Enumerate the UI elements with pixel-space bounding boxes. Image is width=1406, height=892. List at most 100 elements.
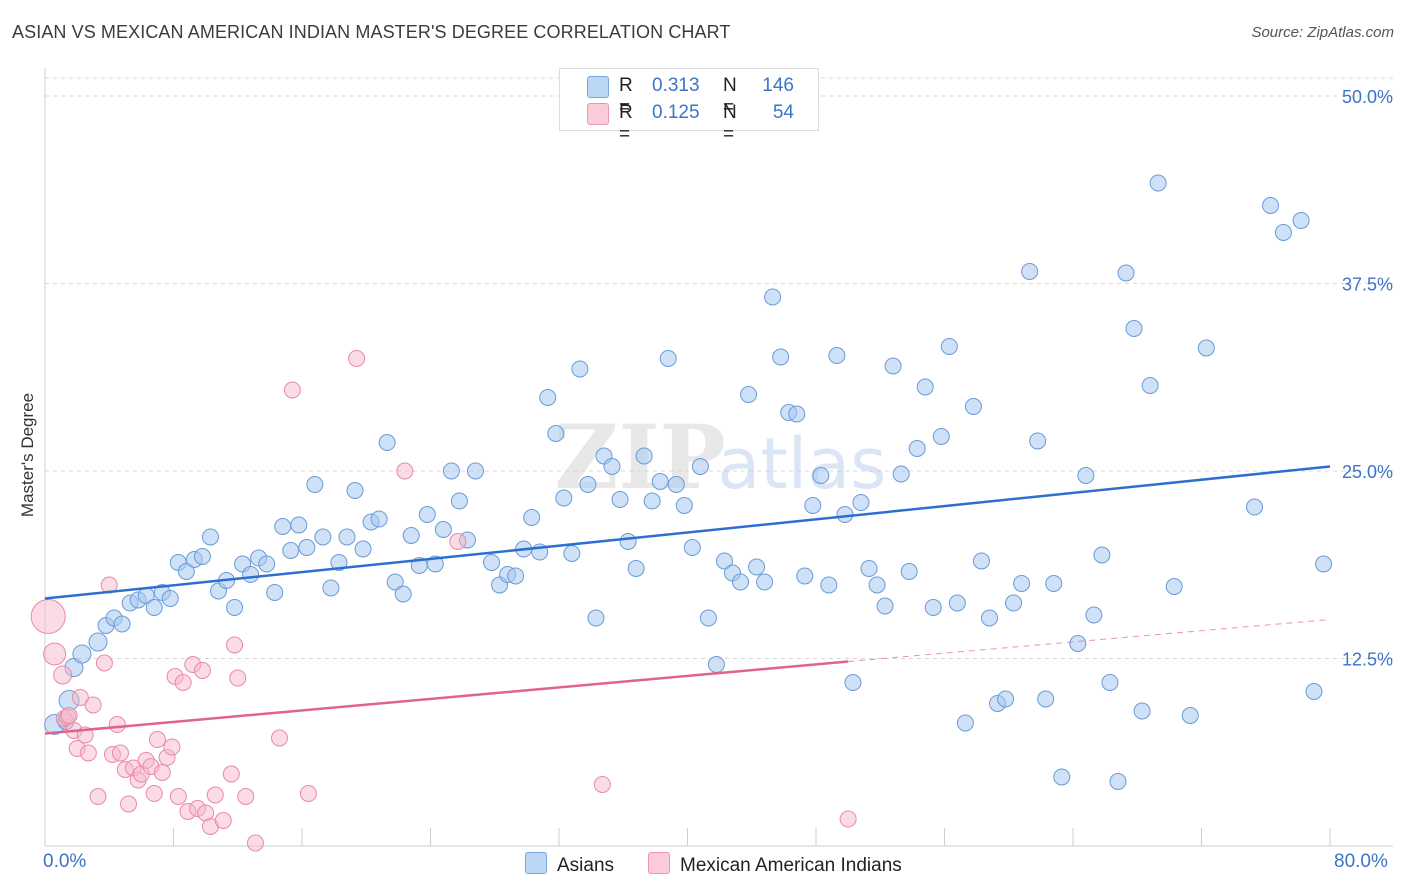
mexican-point [163,738,181,756]
asian-point [852,494,870,511]
asian-point [627,560,645,577]
mexican-point [71,689,89,706]
mexican-point [222,765,240,783]
asian-point [72,644,92,664]
mexican-point [145,785,163,802]
asian-point [314,528,332,546]
y-tick-label: 37.5% [1342,275,1393,295]
asian-point [1125,320,1143,337]
legend-r-label: R = [619,102,633,145]
asian-point [699,609,717,627]
asian-point [539,389,557,406]
asian-point [1045,575,1063,592]
bottom-legend-swatch-mexican [648,852,670,874]
asian-point [402,527,420,544]
legend-swatch-asian [587,76,609,98]
asian-point [258,555,276,573]
asian-point [1141,377,1159,394]
asian-point [1165,578,1183,595]
mexican-point [237,788,255,805]
asian-point [748,558,766,576]
mexican-point [206,786,224,804]
asian-point [434,521,452,538]
watermark-atlas: atlas [717,423,886,505]
mexican-point [214,812,232,829]
asian-point [354,540,372,558]
asian-point [378,434,396,451]
legend-r-value-asian: 0.313 [652,75,700,96]
mexican-trend-extension [848,619,1331,662]
mexican-point [246,834,264,852]
asian-point [980,609,998,627]
asian-point [555,489,573,507]
asian-point [796,567,814,585]
mexican-point [396,462,414,480]
asian-point [675,497,693,514]
asian-point [956,714,974,732]
asian-point [1093,546,1111,564]
legend-r-value-mexican: 0.125 [652,102,700,123]
asian-point [523,509,541,526]
asian-point [1021,263,1039,280]
legend-swatch-mexican [587,103,609,125]
asian-point [1005,594,1023,612]
y-tick-label: 25.0% [1342,462,1393,482]
bottom-legend-asian: Asians [525,852,614,877]
asian-point [643,492,661,510]
mexican-point [449,533,467,550]
asian-point [1197,339,1215,357]
asian-point [812,467,830,484]
asian-point [997,690,1015,708]
asian-point [1246,498,1264,516]
y-tick-label: 50.0% [1342,87,1393,107]
asian-point [386,573,404,591]
asian-point [860,560,878,577]
mexican-point [89,788,107,805]
mexican-point [60,707,78,724]
asian-point [547,425,565,442]
legend-r-label: R = [619,75,633,118]
mexican-point [111,744,129,762]
asian-point [201,528,219,546]
legend-n-value-asian: 146 [762,75,794,96]
asian-point [113,615,131,633]
legend-n-value-mexican: 54 [772,102,794,123]
asian-point [298,539,316,556]
asian-point [1181,707,1199,724]
asian-point [1013,575,1031,592]
asian-point [1262,197,1280,214]
asian-point [651,473,669,490]
bottom-legend-label-asian: Asians [557,855,615,876]
mexican-point [79,744,97,762]
asian-point [940,338,958,355]
asian-point [772,348,790,366]
mexican-point [226,636,244,654]
mexican-point [120,795,138,813]
asian-point [1037,690,1055,708]
x-max-label: 80.0% [1334,851,1388,872]
asian-point [1149,174,1167,192]
asian-point [274,518,292,535]
asian-point [282,542,300,559]
correlation-legend: R = 0.313 N = 146 R = 0.125 N = 54 [559,68,819,145]
asian-point [193,548,211,565]
bottom-legend-mexican: Mexican American Indians [648,852,902,877]
mexican-point [84,696,102,714]
asian-point [908,440,926,457]
asian-point [579,476,597,493]
y-axis-title: Master's Degree [18,392,37,518]
asian-point [306,476,324,493]
asian-point [394,585,412,603]
asian-point [667,476,685,493]
asian-trend-line [44,465,1331,600]
mexican-point [43,642,67,666]
bottom-legend-label-mexican: Mexican American Indians [680,855,902,876]
asian-point [507,567,525,585]
asian-point [88,632,108,652]
asian-point [732,573,750,591]
asian-point [290,516,308,534]
asian-point [1315,555,1333,573]
asian-point [338,528,356,546]
asian-point [1305,683,1323,700]
axes [44,68,1393,847]
